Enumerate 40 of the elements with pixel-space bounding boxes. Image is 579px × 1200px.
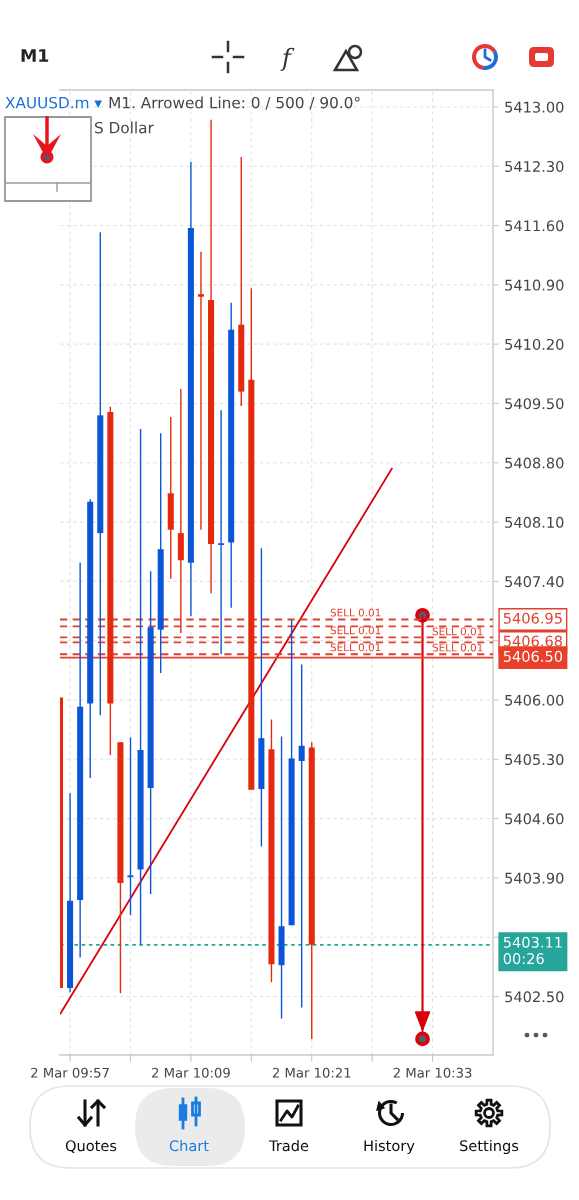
x-tick-label: 2 Mar 09:57: [31, 1067, 109, 1078]
series-label: SELL 0.01: [330, 608, 381, 617]
data-label: 5406.68: [503, 635, 563, 647]
y-tick-label: 5410.90: [505, 279, 564, 291]
y-tick-label: 5407.40: [505, 576, 564, 588]
y-tick-label: 5409.50: [505, 398, 564, 410]
y-tick-label: 5404.60: [505, 813, 564, 825]
y-tick-label: 5402.50: [505, 991, 564, 1003]
candlestick: [177, 388, 184, 634]
x-tick-label: 2 Mar 10:21: [272, 1067, 351, 1078]
candlestick: [127, 736, 134, 916]
candlestick: [298, 663, 305, 1009]
chart-subtitle: M1. Arrowed Line: 0 / 500 / 90.0°: [109, 96, 360, 110]
y-tick-label: 5411.60: [505, 220, 564, 232]
candlestick: [197, 251, 204, 531]
series-label: SELL 0.01: [432, 627, 483, 636]
chart-title: XAUUSD.m ▾: [5, 96, 102, 109]
y-tick-label: 5410.20: [505, 338, 564, 350]
y-tick-label: 5403.90: [505, 872, 564, 884]
annotation: S Dollar: [95, 121, 154, 134]
text: Quotes: [65, 1140, 117, 1153]
data-label: 5406.95: [503, 612, 562, 624]
y-tick-label: 5413.00: [505, 101, 564, 113]
text: History: [364, 1139, 415, 1155]
y-tick-label: 5408.80: [505, 457, 564, 469]
x-tick-label: 2 Mar 10:33: [393, 1067, 472, 1078]
candlestick: [218, 409, 225, 655]
y-tick-label: 5406.00: [505, 694, 564, 706]
text: M1: [21, 49, 49, 62]
text: Trade: [269, 1139, 309, 1152]
ref-line-label: 5403.11 00:26: [503, 936, 562, 965]
data-label: 5406.50: [503, 650, 563, 662]
series-label: SELL 0.01: [330, 643, 381, 652]
y-tick-label: 5408.10: [505, 516, 564, 528]
series-label: SELL 0.01: [432, 643, 483, 652]
text: Settings: [460, 1139, 519, 1155]
y-tick-label: 5405.30: [505, 754, 564, 766]
x-tick-label: 2 Mar 10:09: [152, 1067, 230, 1078]
y-tick-label: 5412.30: [505, 160, 564, 172]
text: Chart: [169, 1139, 209, 1152]
